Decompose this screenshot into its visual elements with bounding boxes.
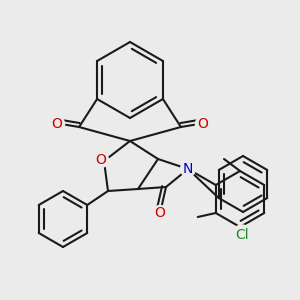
Circle shape <box>50 116 64 131</box>
Text: O: O <box>197 117 208 131</box>
Text: N: N <box>183 162 193 176</box>
Text: O: O <box>96 153 106 167</box>
Circle shape <box>152 206 167 220</box>
Circle shape <box>232 225 252 245</box>
Text: O: O <box>52 117 62 131</box>
Text: Cl: Cl <box>235 228 249 242</box>
Circle shape <box>181 161 196 176</box>
Circle shape <box>195 116 210 131</box>
Circle shape <box>94 152 109 167</box>
Text: O: O <box>154 206 165 220</box>
